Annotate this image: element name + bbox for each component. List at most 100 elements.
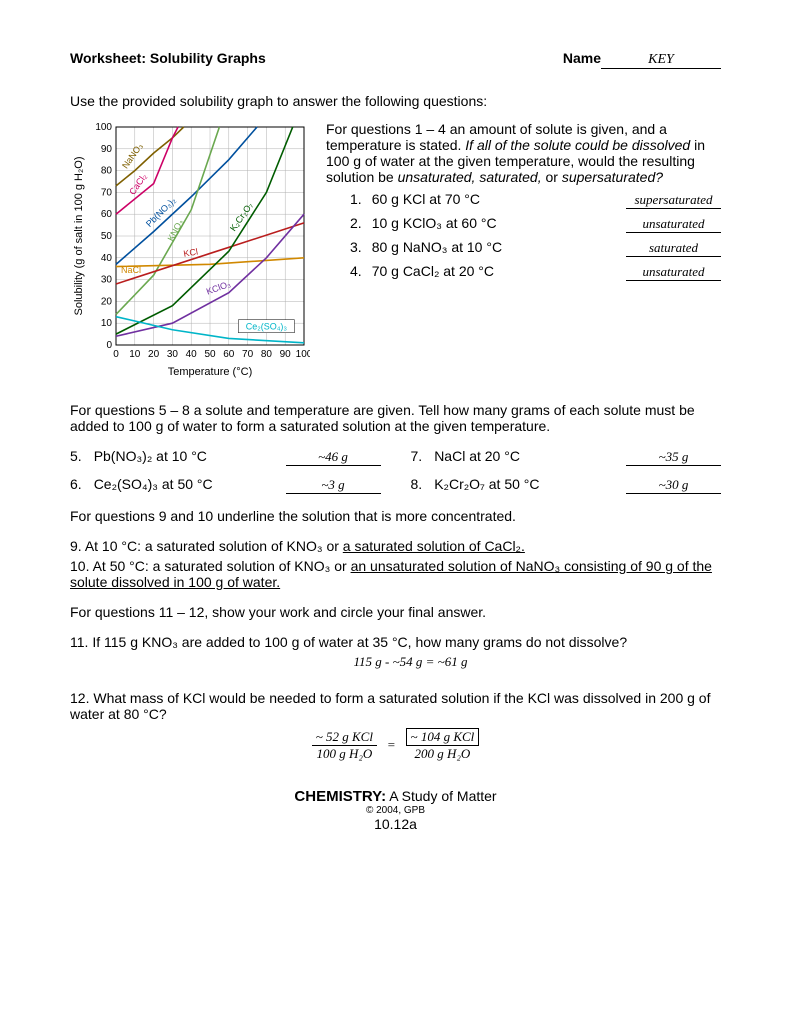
header: Worksheet: Solubility Graphs Name KEY bbox=[70, 50, 721, 69]
instr-e: or bbox=[542, 169, 562, 185]
intro-text: Use the provided solubility graph to ans… bbox=[70, 93, 721, 109]
svg-text:KCl: KCl bbox=[183, 246, 199, 258]
q12-frac2-top: ~ 104 g KCl bbox=[406, 728, 480, 746]
svg-text:20: 20 bbox=[148, 349, 160, 360]
q9-10-instructions: For questions 9 and 10 underline the sol… bbox=[70, 508, 721, 524]
q1-4-instructions: For questions 1 – 4 an amount of solute … bbox=[326, 121, 721, 185]
footer-title-a: CHEMISTRY: bbox=[294, 788, 386, 805]
q5-q7-row: 5. Pb(NO₃)₂ at 10 °C ~46 g 7. NaCl at 20… bbox=[70, 448, 721, 466]
svg-text:60: 60 bbox=[101, 209, 113, 220]
svg-text:50: 50 bbox=[204, 349, 216, 360]
q7: 7. NaCl at 20 °C ~35 g bbox=[411, 448, 722, 466]
q4-text: 70 g CaCl₂ at 20 °C bbox=[372, 263, 616, 279]
svg-text:60: 60 bbox=[223, 349, 235, 360]
solubility-chart: 0102030405060708090100010203040506070809… bbox=[70, 121, 310, 384]
q12-equation: ~ 52 g KCl 100 g H₂O = ~ 104 g KCl 200 g… bbox=[70, 728, 721, 762]
q12-frac1: ~ 52 g KCl 100 g H₂O bbox=[312, 729, 377, 762]
q3-text: 80 g NaNO₃ at 10 °C bbox=[372, 239, 616, 255]
q6-answer: ~3 g bbox=[286, 477, 381, 494]
svg-text:40: 40 bbox=[186, 349, 198, 360]
svg-text:0: 0 bbox=[113, 349, 119, 360]
svg-text:50: 50 bbox=[101, 231, 113, 242]
name-value: KEY bbox=[601, 52, 721, 69]
q10: 10. At 50 °C: a saturated solution of KN… bbox=[70, 558, 721, 590]
q12-frac1-bot: 100 g H₂O bbox=[312, 746, 377, 762]
svg-text:Temperature (°C): Temperature (°C) bbox=[168, 366, 252, 378]
svg-text:90: 90 bbox=[280, 349, 292, 360]
svg-text:KClO₃: KClO₃ bbox=[205, 279, 232, 297]
q12-num: 12. bbox=[70, 690, 89, 706]
q8-text: K₂Cr₂O₇ at 50 °C bbox=[434, 476, 614, 492]
footer-title-b: A Study of Matter bbox=[386, 788, 497, 804]
graph-and-questions: 0102030405060708090100010203040506070809… bbox=[70, 121, 721, 384]
q11: 11. If 115 g KNO₃ are added to 100 g of … bbox=[70, 634, 721, 670]
q5-8-instructions: For questions 5 – 8 a solute and tempera… bbox=[70, 402, 721, 434]
q5: 5. Pb(NO₃)₂ at 10 °C ~46 g bbox=[70, 448, 381, 466]
q9-pre: At 10 °C: a saturated solution of KNO₃ o… bbox=[85, 538, 343, 554]
q4-answer: unsaturated bbox=[626, 264, 721, 281]
svg-text:80: 80 bbox=[101, 166, 113, 177]
svg-text:30: 30 bbox=[101, 275, 113, 286]
q3: 3. 80 g NaNO₃ at 10 °C saturated bbox=[350, 239, 721, 257]
q6-num: 6. bbox=[70, 476, 82, 492]
q12-frac1-top: ~ 52 g KCl bbox=[312, 729, 377, 746]
svg-text:90: 90 bbox=[101, 144, 113, 155]
q7-num: 7. bbox=[411, 448, 423, 464]
q5-text: Pb(NO₃)₂ at 10 °C bbox=[94, 448, 274, 464]
q1: 1. 60 g KCl at 70 °C supersaturated bbox=[350, 191, 721, 209]
svg-text:100: 100 bbox=[296, 349, 310, 360]
q1-answer: supersaturated bbox=[626, 192, 721, 209]
q4-num: 4. bbox=[350, 263, 362, 279]
instr-f: supersaturated? bbox=[562, 169, 663, 185]
q9-num: 9. bbox=[70, 538, 82, 554]
instr-d: unsaturated, saturated, bbox=[398, 169, 542, 185]
q6: 6. Ce₂(SO₄)₃ at 50 °C ~3 g bbox=[70, 476, 381, 494]
svg-text:Ce₂(SO₄)₃: Ce₂(SO₄)₃ bbox=[246, 322, 288, 332]
q12: 12. What mass of KCl would be needed to … bbox=[70, 690, 721, 762]
q4: 4. 70 g CaCl₂ at 20 °C unsaturated bbox=[350, 263, 721, 281]
q1-num: 1. bbox=[350, 191, 362, 207]
q12-frac2-bot: 200 g H₂O bbox=[406, 746, 480, 762]
q12-frac2: ~ 104 g KCl 200 g H₂O bbox=[406, 728, 480, 762]
worksheet-title: Worksheet: Solubility Graphs bbox=[70, 50, 266, 66]
svg-text:Solubility (g of salt in 100 g: Solubility (g of salt in 100 g H₂O) bbox=[73, 157, 85, 316]
q2-num: 2. bbox=[350, 215, 362, 231]
q5-answer: ~46 g bbox=[286, 449, 381, 466]
q6-q8-row: 6. Ce₂(SO₄)₃ at 50 °C ~3 g 8. K₂Cr₂O₇ at… bbox=[70, 476, 721, 494]
svg-text:NaNO₃: NaNO₃ bbox=[120, 141, 145, 170]
q11-text: If 115 g KNO₃ are added to 100 g of wate… bbox=[92, 634, 627, 650]
q8: 8. K₂Cr₂O₇ at 50 °C ~30 g bbox=[411, 476, 722, 494]
q11-num: 11. bbox=[70, 634, 88, 650]
q9: 9. At 10 °C: a saturated solution of KNO… bbox=[70, 538, 721, 554]
svg-text:80: 80 bbox=[261, 349, 273, 360]
svg-text:KNO₃: KNO₃ bbox=[166, 217, 186, 242]
svg-text:70: 70 bbox=[242, 349, 254, 360]
q2: 2. 10 g KClO₃ at 60 °C unsaturated bbox=[350, 215, 721, 233]
q5-num: 5. bbox=[70, 448, 82, 464]
q12-equals: = bbox=[387, 737, 396, 752]
q7-text: NaCl at 20 °C bbox=[434, 448, 614, 464]
q11-answer: 115 g - ~54 g = ~61 g bbox=[100, 654, 721, 670]
svg-text:NaCl: NaCl bbox=[121, 265, 141, 275]
svg-text:10: 10 bbox=[129, 349, 141, 360]
q1-text: 60 g KCl at 70 °C bbox=[372, 191, 616, 207]
svg-text:0: 0 bbox=[106, 340, 112, 351]
footer-page: 10.12a bbox=[70, 816, 721, 832]
footer-copyright: © 2004, GPB bbox=[70, 805, 721, 816]
svg-text:20: 20 bbox=[101, 296, 113, 307]
svg-text:70: 70 bbox=[101, 187, 113, 198]
q10-num: 10. bbox=[70, 558, 89, 574]
q8-num: 8. bbox=[411, 476, 423, 492]
svg-text:100: 100 bbox=[95, 122, 112, 133]
q10-pre: At 50 °C: a saturated solution of KNO₃ o… bbox=[93, 558, 351, 574]
q11-12-instructions: For questions 11 – 12, show your work an… bbox=[70, 604, 721, 620]
q3-num: 3. bbox=[350, 239, 362, 255]
q12-text: What mass of KCl would be needed to form… bbox=[70, 690, 710, 722]
q2-text: 10 g KClO₃ at 60 °C bbox=[372, 215, 616, 231]
name-label: Name bbox=[563, 50, 601, 66]
svg-text:40: 40 bbox=[101, 253, 113, 264]
svg-text:30: 30 bbox=[167, 349, 179, 360]
q2-answer: unsaturated bbox=[626, 216, 721, 233]
instr-b: If all of the solute could be dissolved bbox=[465, 137, 690, 153]
name-field: Name KEY bbox=[563, 50, 721, 69]
